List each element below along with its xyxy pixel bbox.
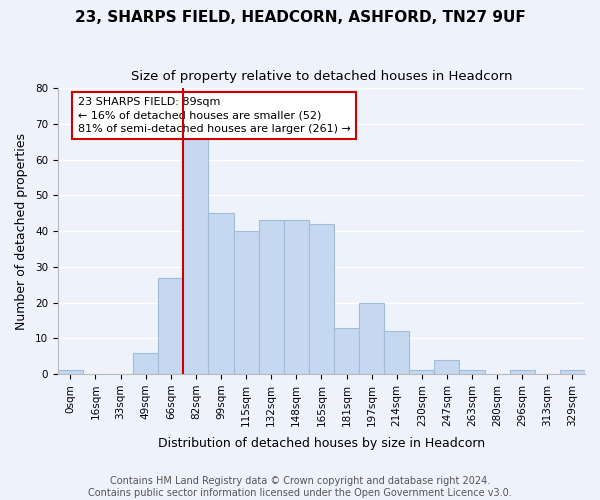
Bar	[509, 370, 535, 374]
Y-axis label: Number of detached properties: Number of detached properties	[15, 132, 28, 330]
Text: 23 SHARPS FIELD: 89sqm
← 16% of detached houses are smaller (52)
81% of semi-det: 23 SHARPS FIELD: 89sqm ← 16% of detached…	[78, 98, 351, 134]
Bar	[460, 370, 485, 374]
Bar	[259, 220, 284, 374]
X-axis label: Distribution of detached houses by size in Headcorn: Distribution of detached houses by size …	[158, 437, 485, 450]
Bar	[58, 370, 83, 374]
Bar	[434, 360, 460, 374]
Bar	[359, 302, 384, 374]
Title: Size of property relative to detached houses in Headcorn: Size of property relative to detached ho…	[131, 70, 512, 83]
Bar	[284, 220, 309, 374]
Bar	[233, 231, 259, 374]
Bar	[384, 331, 409, 374]
Bar	[309, 224, 334, 374]
Bar	[158, 278, 184, 374]
Text: Contains HM Land Registry data © Crown copyright and database right 2024.
Contai: Contains HM Land Registry data © Crown c…	[88, 476, 512, 498]
Bar	[409, 370, 434, 374]
Text: 23, SHARPS FIELD, HEADCORN, ASHFORD, TN27 9UF: 23, SHARPS FIELD, HEADCORN, ASHFORD, TN2…	[74, 10, 526, 25]
Bar	[334, 328, 359, 374]
Bar	[208, 214, 233, 374]
Bar	[560, 370, 585, 374]
Bar	[184, 135, 208, 374]
Bar	[133, 352, 158, 374]
